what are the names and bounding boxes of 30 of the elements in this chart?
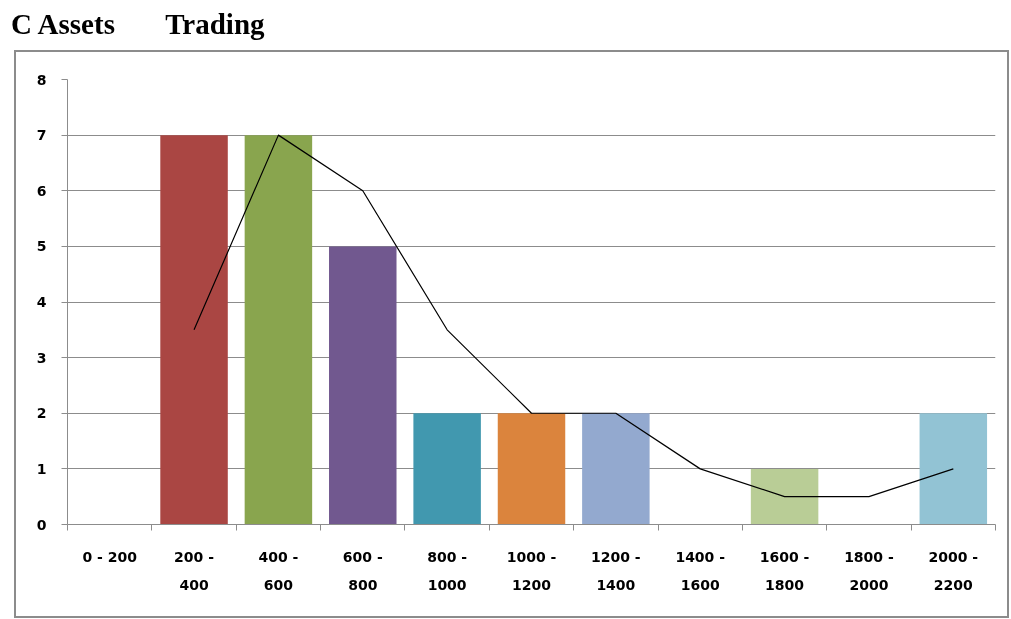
x-tick-label: 2000 - 2200	[928, 548, 979, 593]
bar	[497, 413, 566, 525]
y-tick-label: 1	[36, 460, 47, 477]
y-tick-label: 7	[36, 127, 47, 144]
x-tick-label: 0 - 200	[82, 548, 138, 565]
bar	[160, 135, 228, 525]
y-tick-label: 4	[36, 294, 47, 310]
x-tick-label: 800 - 1000	[427, 548, 468, 593]
x-tick-label: 1400 - 1600	[675, 548, 726, 593]
x-tick-label: 1800 - 2000	[844, 548, 894, 593]
y-tick-label: 8	[36, 71, 47, 88]
x-tick-label: 600 - 800	[342, 548, 383, 593]
y-tick-label: 0	[36, 516, 47, 533]
x-tick-label: 1200 - 1400	[591, 548, 641, 593]
x-tick-label: 1600 - 1800	[759, 548, 810, 593]
y-tick-label: 2	[36, 405, 47, 422]
bar	[413, 413, 481, 525]
x-tick-label: 200 - 400	[174, 548, 215, 593]
bar	[329, 246, 397, 525]
chart-title: C Assets Trading	[11, 7, 265, 42]
bar	[750, 468, 819, 525]
y-tick-label: 3	[36, 349, 47, 366]
x-tick-label: 1000 - 1200	[506, 548, 557, 593]
y-tick-label: 6	[36, 182, 47, 199]
y-tick-label: 5	[36, 238, 47, 255]
bar	[244, 135, 313, 525]
bar	[919, 413, 988, 525]
bar	[582, 413, 650, 525]
line-series	[193, 134, 954, 498]
x-tick-label: 400 - 600	[258, 548, 299, 593]
